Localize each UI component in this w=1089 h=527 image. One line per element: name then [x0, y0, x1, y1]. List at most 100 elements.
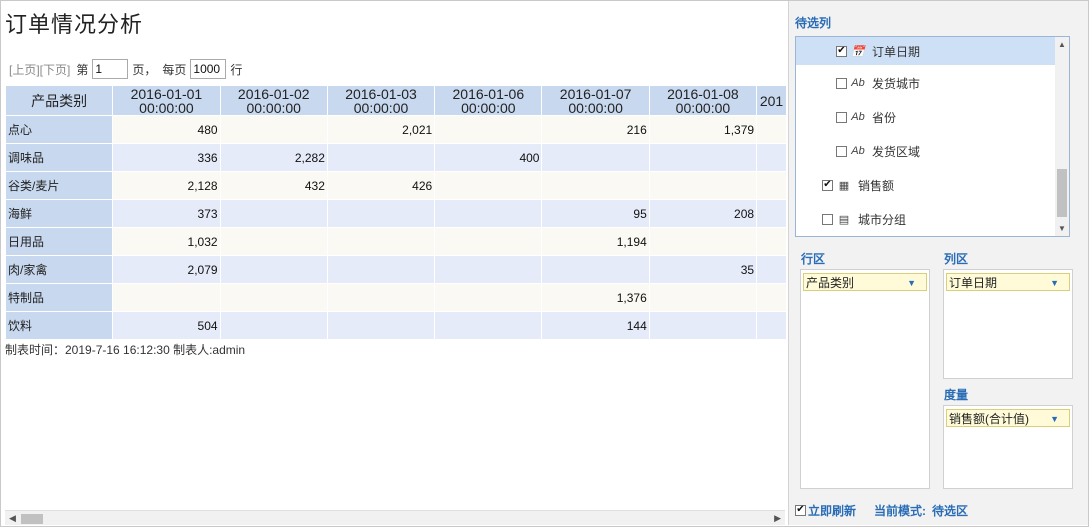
vertical-scrollbar[interactable]: ▲ ▼ [1055, 37, 1069, 236]
field-checkbox[interactable] [836, 145, 847, 157]
table-cell [326, 255, 436, 284]
table-cell [541, 143, 650, 172]
corner-header: 产品类别 [4, 85, 114, 116]
table-cell [756, 255, 787, 284]
field-item[interactable]: Ab 发货区域 [796, 137, 1058, 165]
row-header: 点心 [4, 115, 114, 144]
refresh-checkbox[interactable]: ✔ [795, 504, 806, 516]
table-cell [541, 171, 650, 200]
table-cell: 95 [541, 199, 650, 228]
table-cell: 2,128 [112, 171, 221, 200]
table-cell [434, 199, 543, 228]
next-page-link[interactable]: [下页] [39, 62, 71, 77]
row-field-label: 产品类别 [806, 275, 855, 290]
field-checkbox[interactable] [836, 77, 847, 89]
column-header: 2016-01-06 00:00:00 [434, 85, 543, 116]
mode-label: 当前模式: [874, 503, 927, 518]
prev-page-link[interactable]: [上页] [9, 62, 40, 77]
page-suffix-label: 页， [132, 62, 157, 77]
table-cell: 400 [434, 143, 543, 172]
table-row: 调味品 336 2,282 400 [4, 143, 787, 172]
scroll-right-icon[interactable]: ▶ [774, 513, 781, 523]
row-zone[interactable]: 产品类别 ▼ [800, 269, 930, 489]
table-cell: 432 [219, 171, 328, 200]
table-cell: 1,194 [541, 227, 650, 256]
measure-field-label: 销售额(合计值) [949, 411, 1029, 426]
field-checkbox[interactable]: ✔ [822, 179, 833, 191]
scrollbar-thumb[interactable] [1057, 169, 1067, 217]
measure-zone-title: 度量 [944, 388, 969, 402]
column-header: 2016-01-01 00:00:00 [112, 85, 221, 116]
report-area: 订单情况分析 [上页] [下页] 第 页， 每页 行 产品类别 2016-01-… [1, 1, 787, 525]
row-header: 谷类/麦片 [4, 171, 114, 200]
scrollbar-thumb[interactable] [21, 514, 43, 524]
table-cell [326, 283, 436, 312]
scroll-up-icon[interactable]: ▲ [1058, 40, 1066, 49]
column-header: 2016-01-02 00:00:00 [219, 85, 328, 116]
scroll-down-icon[interactable]: ▼ [1058, 224, 1066, 233]
table-cell [326, 143, 436, 172]
field-item[interactable]: ✔ 📅 订单日期 [796, 37, 1058, 65]
dropdown-arrow-icon[interactable]: ▼ [1050, 414, 1059, 424]
table-cell [756, 199, 787, 228]
pivot-config-panel: 待选列 ✔ 📅 订单日期 Ab 发货城市 Ab 省份 Ab 发货区域 ✔ ▦ 销售额 ▤ 城市分组 ▲ ▼… [788, 1, 1088, 525]
page-title: 订单情况分析 [5, 12, 144, 37]
table-cell: 480 [112, 115, 221, 144]
field-item[interactable]: Ab 发货城市 [796, 69, 1058, 97]
scroll-left-icon[interactable]: ◀ [9, 513, 16, 523]
group-field-icon: ▤ [838, 213, 850, 226]
table-cell [219, 255, 328, 284]
col-field-chip[interactable]: 订单日期 ▼ [946, 273, 1070, 291]
field-item[interactable]: ▤ 城市分组 [796, 205, 1058, 233]
table-cell [756, 227, 787, 256]
field-item[interactable]: Ab 省份 [796, 103, 1058, 131]
row-field-chip[interactable]: 产品类别 ▼ [803, 273, 927, 291]
column-header: 2016-01-08 00:00:00 [648, 85, 758, 116]
dropdown-arrow-icon[interactable]: ▼ [907, 278, 916, 288]
table-cell [434, 227, 543, 256]
field-label: 销售额 [858, 178, 895, 193]
field-checkbox[interactable]: ✔ [836, 45, 847, 57]
text-field-icon: Ab [851, 145, 865, 157]
table-cell [219, 115, 328, 144]
text-field-icon: Ab [851, 77, 865, 89]
table-row: 海鲜 373 95 208 [4, 199, 787, 228]
table-cell [756, 171, 787, 200]
mode-value: 待选区 [932, 503, 969, 518]
table-cell [648, 283, 758, 312]
calculator-icon: ▦ [838, 179, 850, 192]
table-cell [434, 283, 543, 312]
horizontal-scrollbar[interactable]: ◀ ▶ [5, 510, 785, 525]
text-field-icon: Ab [851, 111, 865, 123]
refresh-label[interactable]: 立即刷新 [808, 503, 857, 518]
field-label: 发货城市 [872, 76, 921, 91]
table-cell: 2,282 [219, 143, 328, 172]
candidate-field-list: ✔ 📅 订单日期 Ab 发货城市 Ab 省份 Ab 发货区域 ✔ ▦ 销售额 ▤ 城市分组 ▲ ▼ [795, 36, 1070, 237]
page-number-input[interactable] [92, 59, 129, 79]
field-item[interactable]: ✔ ▦ 销售额 [796, 171, 1058, 199]
measure-field-chip[interactable]: 销售额(合计值) ▼ [946, 409, 1070, 427]
table-row: 特制品 1,376 [4, 283, 787, 312]
row-header: 饮料 [4, 311, 114, 340]
field-checkbox[interactable] [822, 213, 833, 225]
rows-per-page-input[interactable] [190, 59, 227, 79]
table-cell [219, 311, 328, 340]
field-label: 发货区域 [872, 144, 921, 159]
table-row: 饮料 504 144 [4, 311, 787, 340]
table-cell [648, 143, 758, 172]
measure-zone[interactable]: 销售额(合计值) ▼ [943, 405, 1073, 489]
table-row: 日用品 1,032 1,194 [4, 227, 787, 256]
table-cell: 336 [112, 143, 221, 172]
table-cell [541, 255, 650, 284]
field-checkbox[interactable] [836, 111, 847, 123]
table-row: 谷类/麦片 2,128 432 426 [4, 171, 787, 200]
table-cell [434, 115, 543, 144]
table-cell [326, 227, 436, 256]
dropdown-arrow-icon[interactable]: ▼ [1050, 278, 1059, 288]
table-cell [219, 283, 328, 312]
row-header: 日用品 [4, 227, 114, 256]
column-header: 2016-01-03 00:00:00 [326, 85, 436, 116]
table-cell: 373 [112, 199, 221, 228]
col-zone[interactable]: 订单日期 ▼ [943, 269, 1073, 379]
candidates-title: 待选列 [795, 16, 832, 30]
